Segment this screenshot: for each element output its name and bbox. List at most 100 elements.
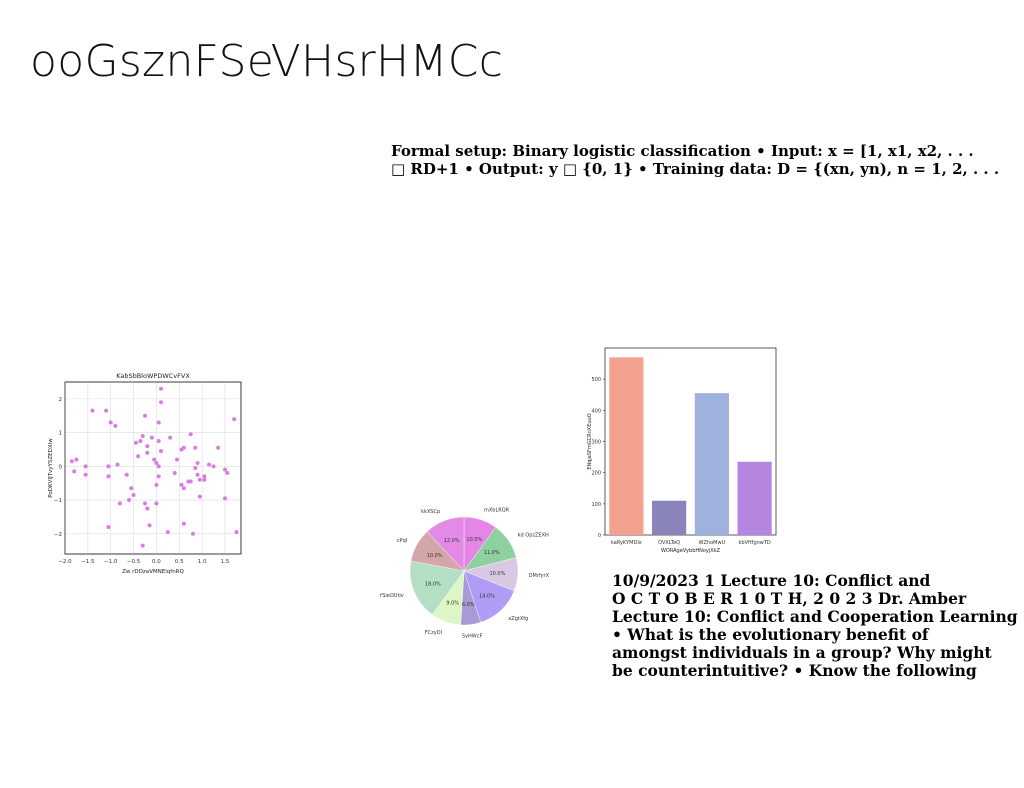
scatter-x-tick-label: 0.0 xyxy=(152,559,161,565)
scatter-point xyxy=(216,445,221,450)
scatter-y-tick-label: −1 xyxy=(54,498,62,504)
scatter-point xyxy=(69,459,74,464)
pie-percent-label: 10.0% xyxy=(427,553,443,559)
lecture-line-5: amongst individuals in a group? Why migh… xyxy=(612,643,992,662)
scatter-point xyxy=(197,477,202,482)
pie-percent-label: 12.0% xyxy=(444,538,460,544)
lecture-line-2: O C T O B E R 1 0 T H, 2 0 2 3 Dr. Amber xyxy=(612,589,967,608)
bar xyxy=(652,500,687,535)
bar xyxy=(694,393,729,535)
scatter-point xyxy=(113,423,118,428)
pie-category-label: FCzyDI xyxy=(425,630,442,636)
pie-category-label: kkXSCp xyxy=(421,509,440,515)
scatter-point xyxy=(181,521,186,526)
bar-chart-svg: 0 100 200 300 400 500 kaRyKYMDIx OVXLTeQ WZhoMwU… xyxy=(587,347,777,554)
bar-category-label: OVXLTeQ xyxy=(658,540,680,546)
bar-y-tick-label: 0 xyxy=(598,533,601,539)
pie-category-label: SyHWcF xyxy=(462,633,483,639)
scatter-point xyxy=(193,445,198,450)
scatter-point xyxy=(179,482,184,487)
scatter-point xyxy=(188,432,193,437)
scatter-point xyxy=(165,530,170,535)
scatter-point xyxy=(108,420,113,425)
scatter-x-tick-label: −1.0 xyxy=(104,559,118,565)
scatter-point xyxy=(156,464,161,469)
setup-line-2: □ RD+1 • Output: y □ {0, 1} • Training d… xyxy=(391,160,1000,178)
scatter-title: KabSbBloWPDWCvFVX xyxy=(116,372,190,380)
scatter-point xyxy=(154,460,159,465)
pie-category-label: cPql xyxy=(397,538,407,544)
scatter-point xyxy=(186,479,191,484)
scatter-chart-svg: −2.0 −1.5 −1.0 −0.5 0.0 0.5 1.0 1.5 −2 −1 0 1 2 KabSb… xyxy=(48,372,242,575)
scatter-point xyxy=(131,492,136,497)
scatter-point xyxy=(223,496,227,501)
scatter-point xyxy=(181,486,186,491)
pie-percent-label: 9.0% xyxy=(446,601,459,607)
scatter-point xyxy=(117,501,122,506)
scatter-point xyxy=(156,439,161,444)
scatter-point xyxy=(211,464,216,469)
scatter-point xyxy=(223,467,227,472)
scatter-point xyxy=(154,501,159,506)
bar-y-tick-label: 500 xyxy=(591,377,601,383)
pie-slice xyxy=(426,516,465,572)
setup-text: Formal setup: Binary logistic classifica… xyxy=(391,142,1024,178)
lecture-line-1: 10/9/2023 1 Lecture 10: Conflict and xyxy=(612,572,931,590)
scatter-x-tick-label: 1.5 xyxy=(221,559,230,565)
scatter-point xyxy=(140,433,145,438)
pie-category-label: mXbLRQR xyxy=(484,507,510,513)
scatter-point xyxy=(147,523,152,528)
scatter-point xyxy=(202,474,207,479)
scatter-chart: −2.0 −1.5 −1.0 −0.5 0.0 0.5 1.0 1.5 −2 −1 0 1 2 KabSb… xyxy=(44,368,254,587)
scatter-point xyxy=(145,506,150,511)
scatter-point xyxy=(72,469,77,474)
scatter-point xyxy=(202,477,207,482)
lecture-line-4: • What is the evolutionary benefit of xyxy=(612,625,929,644)
scatter-point xyxy=(106,474,111,479)
scatter-x-axis-label: Zw rDDzaVMNElqfnRQ xyxy=(122,569,184,575)
pie-percent-label: 10.0% xyxy=(489,571,505,577)
scatter-point xyxy=(124,472,129,477)
scatter-y-tick-label: −2 xyxy=(54,532,62,538)
pie-percent-label: 11.0% xyxy=(484,550,500,556)
lecture-line-6: be counterintuitive? • Know the followin… xyxy=(612,661,977,680)
scatter-point xyxy=(74,457,79,462)
scatter-point xyxy=(207,462,211,467)
scatter-point xyxy=(145,450,150,455)
scatter-x-tick-label: −0.5 xyxy=(127,559,141,565)
pie-category-label: DMrfyrX xyxy=(529,573,550,579)
scatter-point xyxy=(181,445,186,450)
scatter-point xyxy=(156,474,161,479)
bar-category-label: WZhoMwU xyxy=(699,540,726,546)
scatter-point xyxy=(83,472,88,477)
scatter-point xyxy=(195,460,200,465)
pie-category-label: kd OpzZEXH xyxy=(518,533,549,539)
scatter-point xyxy=(175,457,179,462)
scatter-point xyxy=(172,471,177,476)
pie-percent-label: 18.0% xyxy=(425,581,441,587)
scatter-x-tick-label: 0.5 xyxy=(175,559,184,565)
scatter-point xyxy=(106,525,111,530)
scatter-y-axis-label: PoDKVIJTvyYSZEDXIw xyxy=(48,438,54,498)
scatter-point xyxy=(159,386,163,391)
bar-y-tick-label: 400 xyxy=(591,408,601,414)
scatter-y-tick-label: 1 xyxy=(59,431,63,437)
scatter-point xyxy=(104,408,109,413)
scatter-point xyxy=(159,400,163,405)
bar-y-axis-label: ENqjaSFmGCRnXEuuO xyxy=(587,413,593,469)
scatter-point xyxy=(149,435,154,440)
bar-category-label: kaRyKYMDIx xyxy=(611,540,642,546)
scatter-point xyxy=(83,464,88,469)
scatter-point xyxy=(232,417,237,422)
pie-percent-label: 14.0% xyxy=(479,593,495,599)
lecture-line-3: Lecture 10: Conflict and Cooperation Lea… xyxy=(612,607,1018,626)
lecture-text: 10/9/2023 1 Lecture 10: Conflict and O C… xyxy=(612,572,1024,680)
scatter-point xyxy=(197,494,202,499)
scatter-point xyxy=(225,471,230,476)
scatter-point xyxy=(152,457,157,462)
scatter-point xyxy=(138,439,143,444)
setup-line-1: Formal setup: Binary logistic classifica… xyxy=(391,142,974,160)
scatter-point xyxy=(136,454,141,459)
scatter-point xyxy=(127,498,131,503)
pie-chart: 10.0% mXbLRQR 11.0% kd OpzZEXH 10.0% DMrfyrX 1… xyxy=(378,484,555,668)
